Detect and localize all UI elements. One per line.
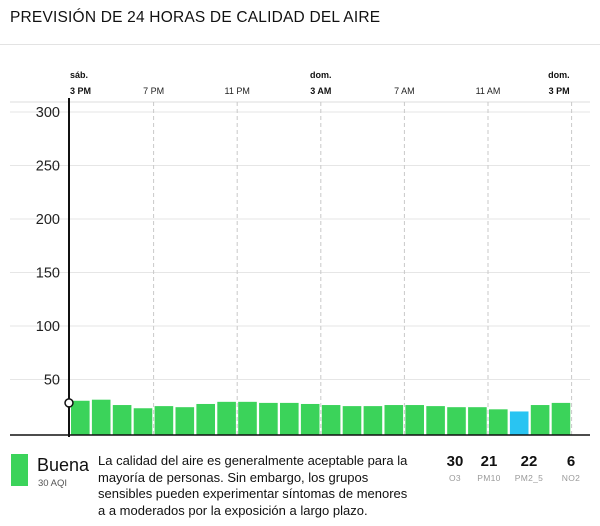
pollutant-pm2-5: 22 PM2_5 [504, 453, 554, 483]
aqi-value-label: 30 AQI [38, 478, 68, 489]
x-tick-time-label: 11 PM [225, 86, 250, 96]
x-tick-time-label: 11 AM [476, 86, 501, 96]
aqi-bar [196, 403, 215, 435]
y-tick-label: 200 [36, 212, 60, 228]
aqi-bar [489, 409, 508, 435]
aqi-bar [509, 411, 529, 435]
aqi-bar [280, 402, 299, 435]
pollutant-no2: 6 NO2 [546, 453, 596, 483]
aqi-status-label: Buena [37, 455, 90, 475]
x-tick-time-label: 3 PM [549, 86, 570, 96]
aqi-bar [259, 402, 278, 435]
pollutant-value: 22 [520, 453, 538, 470]
aqi-bar [363, 406, 383, 435]
pollutant-o3: 30 O3 [430, 453, 480, 483]
aqi-bar [426, 406, 445, 435]
pollutant-name: O3 [449, 473, 461, 483]
aqi-bar [468, 407, 487, 435]
pollutant-value: 21 [480, 453, 498, 470]
page-title: PREVISIÓN DE 24 HORAS DE CALIDAD DEL AIR… [10, 9, 381, 26]
aqi-bar [112, 405, 132, 435]
x-tick-time-label: 3 PM [70, 86, 91, 96]
aqi-bar [217, 401, 236, 435]
y-tick-label: 100 [36, 319, 60, 335]
pollutant-name: PM2_5 [514, 473, 544, 483]
x-tick-day-label: dom. [310, 70, 332, 80]
pollutant-value: 30 [446, 453, 464, 470]
aqi-bar [447, 407, 466, 435]
aqi-bar [321, 405, 341, 435]
aqi-legend: Buena 30 AQI La calidad del aire es gene… [0, 447, 600, 526]
y-tick-label: 50 [44, 373, 60, 389]
pollutant-name: PM10 [477, 473, 501, 483]
current-value-marker [64, 398, 74, 408]
pollutant-pm10: 21 PM10 [464, 453, 514, 483]
aqi-bar [133, 408, 153, 435]
aqi-bar [154, 406, 174, 435]
aqi-bar [530, 405, 550, 435]
title-divider [0, 44, 600, 45]
aqi-bar [342, 406, 362, 435]
y-tick-label: 150 [36, 266, 60, 282]
status-color-swatch [11, 454, 28, 486]
x-tick-time-label: 7 AM [394, 86, 415, 96]
aqi-bar [71, 400, 90, 435]
aqi-bar [91, 399, 111, 435]
aqi-description: La calidad del aire es generalmente acep… [98, 453, 408, 518]
aqi-bar [551, 402, 571, 435]
x-tick-time-label: 7 PM [143, 86, 164, 96]
aqi-forecast-chart: 300 250 200 150 100 50 sáb. 3 PM 7 PM 11 PM dom. 3 … [10, 70, 590, 437]
y-tick-label: 300 [36, 105, 60, 121]
aqi-bar [384, 405, 404, 435]
aqi-bar [238, 401, 257, 435]
x-tick-day-label: dom. [548, 70, 570, 80]
aqi-bar [175, 407, 195, 435]
x-tick-day-label: sáb. [70, 70, 88, 80]
y-tick-label: 250 [36, 159, 60, 175]
x-tick-time-label: 3 AM [310, 86, 331, 96]
aqi-bar [405, 405, 424, 435]
pollutant-name: NO2 [561, 473, 581, 483]
pollutant-value: 6 [566, 453, 576, 470]
aqi-bar [300, 403, 320, 435]
